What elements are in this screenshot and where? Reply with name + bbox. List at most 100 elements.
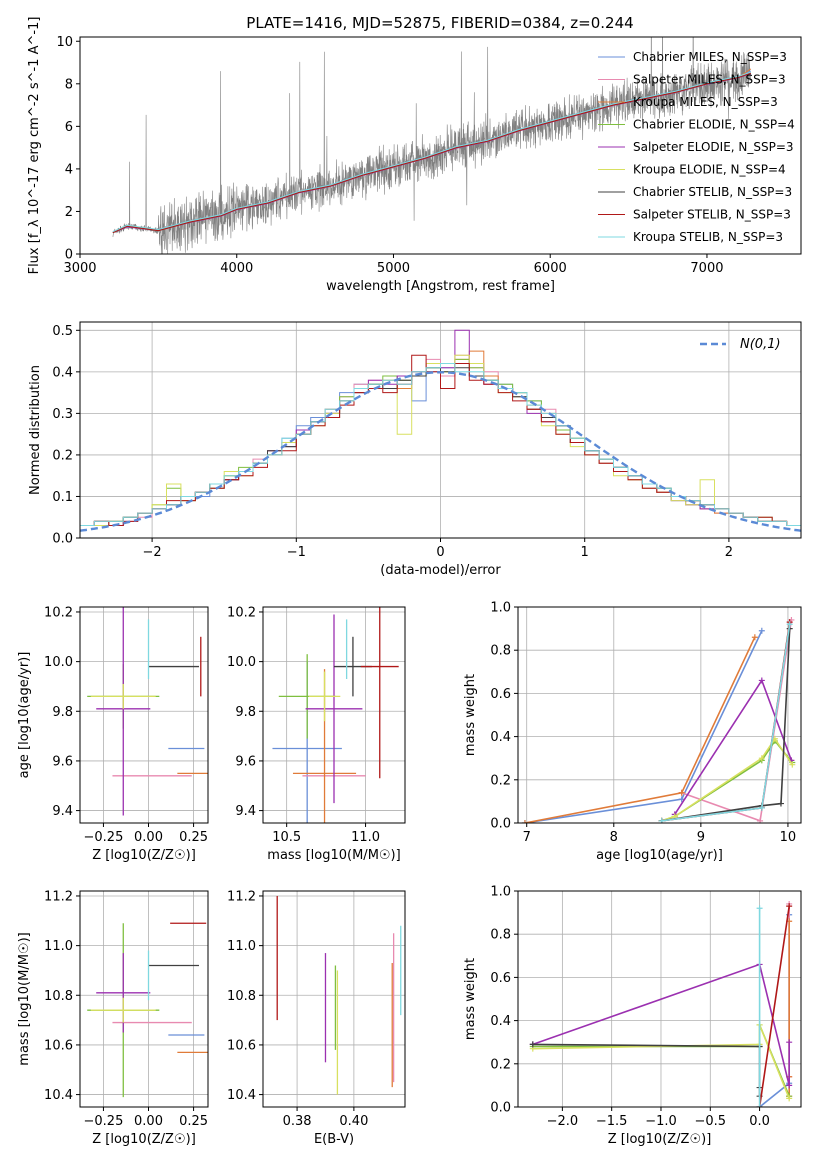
legend-label: Salpeter STELIB, N_SSP=3 [633,208,791,222]
y-tick-label: 0.0 [52,532,73,547]
y-tick-label: 10.2 [227,605,256,620]
axes-frame [262,890,406,1108]
y-tick-label: 2 [65,205,73,220]
x-tick-label: 0.00 [134,1114,163,1129]
x-tick-label: 0 [436,545,444,560]
weight-line-6 [661,628,791,822]
y-axis-label: mass weight [463,674,478,756]
y-tick-label: 0.4 [490,1014,511,1029]
axes-frame [79,606,209,824]
y-axis-label: Normed distribution [28,365,43,495]
x-tick-label: 0.00 [134,830,163,845]
axes-frame [79,36,802,255]
y-tick-label: 9.8 [52,705,73,720]
plus-marker [529,1041,536,1048]
y-tick-label: 10.6 [227,1038,256,1053]
x-tick-label: 0.25 [179,1114,208,1129]
y-tick-label: 0.4 [490,730,511,745]
y-tick-label: 10.8 [227,989,256,1004]
y-tick-label: 10 [56,35,73,50]
legend-label: Salpeter MILES, N_SSP=3 [633,73,786,87]
x-tick-label: 1 [581,545,589,560]
plot-area-mass-vs-EBV [276,895,402,1095]
y-tick-label: 1.0 [490,885,511,900]
plot-area-spectrum [112,37,752,254]
data-point [90,683,156,709]
x-tick-label: −0.25 [84,1114,124,1129]
y-tick-label: 10.6 [44,1038,73,1053]
legend-label: Chabrier ELODIE, N_SSP=4 [633,118,795,132]
weight-line-2 [524,636,756,823]
x-tick-label: 11.0 [351,830,380,845]
axes-frame [79,890,209,1108]
plot-area-age-vs-Z [87,607,208,816]
data-point [305,614,363,804]
plot-area-mass-vs-Z [87,922,208,1098]
x-axis-label: E(B-V) [314,1132,354,1147]
y-tick-label: 11.0 [44,939,73,954]
legend-label: Kroupa ELODIE, N_SSP=4 [633,163,786,177]
legend-label: Salpeter ELODIE, N_SSP=3 [633,140,794,154]
y-tick-label: 10.0 [44,655,73,670]
plus-marker [758,677,765,684]
histogram-8 [80,363,801,538]
plot-area-age-vs-mass [272,607,399,823]
weight-line-4 [674,678,793,815]
y-tick-label: 0.0 [490,1101,511,1116]
normal-curve [80,371,801,532]
x-tick-label: 9 [697,830,705,845]
figure-title: PLATE=1416, MJD=52875, FIBERID=0384, z=0… [246,14,633,32]
y-tick-label: 0.0 [490,817,511,832]
x-tick-label: 8 [610,830,618,845]
y-tick-label: 9.4 [52,804,73,819]
legend-label: Chabrier MILES, N_SSP=3 [633,50,787,64]
y-tick-label: 0.2 [52,448,73,463]
y-tick-label: 0.5 [52,324,73,339]
model-line-8 [112,71,751,233]
panel-spectrum: Chabrier MILES, N_SSP=3 Salpeter MILES, N… [27,17,802,294]
panel-weight-vs-age: 7 8 9 10 0.0 0.2 0.4 0.6 0.8 1.0 age [log10(age/yr… [463,601,802,863]
weight-line-7 [758,905,790,1107]
x-tick-label: 7000 [690,261,723,276]
x-axis-label: age [log10(age/yr)] [596,848,723,863]
y-tick-label: 10.0 [227,655,256,670]
x-tick-label: −1.0 [645,1114,677,1129]
weight-line-6 [532,1043,761,1097]
y-tick-label: 10.4 [227,1088,256,1103]
panel-residuals: N(0,1) −2 −1 0 1 2 0.0 0.1 0.2 0.3 0.4 0.5 (data-mod… [28,321,802,578]
plus-marker [756,1104,763,1107]
y-tick-label: 11.2 [44,889,73,904]
y-tick-label: 0.8 [490,928,511,943]
plus-marker [786,1095,793,1102]
y-tick-label: 0.8 [490,644,511,659]
plus-marker [777,800,784,807]
weight-line-4 [532,963,791,1086]
y-axis-label: age [log10(age/yr)] [17,652,32,779]
x-tick-label: 0.40 [339,1114,368,1129]
weight-line-8 [661,624,791,822]
plus-marker [751,634,758,641]
y-tick-label: 0.2 [490,773,511,788]
panel-weight-vs-Z: −2.0 −1.5 −1.0 −0.5 0.0 0.0 0.2 0.4 0.6 0.8 1.0 Z [… [463,885,802,1147]
plot-area-residuals [80,329,801,538]
x-tick-label: −0.5 [694,1114,726,1129]
x-axis-label: Z [log10(Z/Z☉)] [92,1132,196,1147]
axes-frame [517,606,802,824]
axes-frame [517,890,802,1108]
data-point [360,607,399,779]
plus-marker [786,903,793,910]
x-tick-label: 5000 [377,261,410,276]
y-tick-label: 0.1 [52,490,73,505]
x-tick-label: 6000 [534,261,567,276]
y-tick-label: 0 [65,248,73,263]
y-tick-label: 11.0 [227,939,256,954]
panel-mass-vs-EBV: 0.38 0.40 10.4 10.6 10.8 11.0 11.2 E(B-V) [227,889,406,1147]
y-tick-label: 0.6 [490,971,511,986]
x-tick-label: 4000 [220,261,253,276]
y-tick-label: 6 [65,120,73,135]
x-tick-label: 3000 [63,261,96,276]
data-point [90,997,156,1023]
plus-marker [789,761,796,768]
legend-label: Chabrier STELIB, N_SSP=3 [633,185,792,199]
